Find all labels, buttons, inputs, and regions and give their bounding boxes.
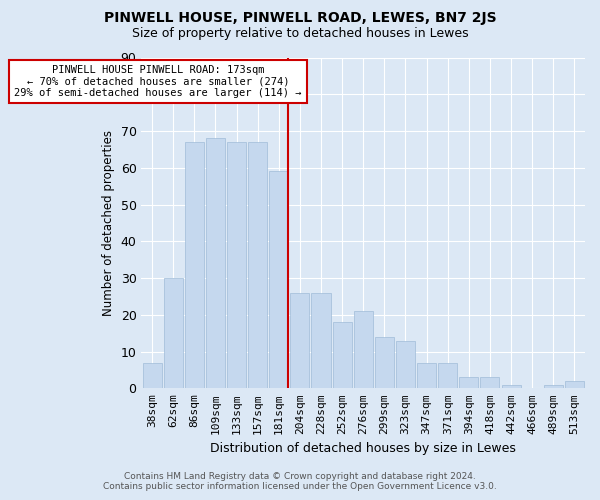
Bar <box>143 362 161 388</box>
Bar <box>438 362 457 388</box>
Text: Contains HM Land Registry data © Crown copyright and database right 2024.
Contai: Contains HM Land Registry data © Crown c… <box>103 472 497 491</box>
Bar <box>185 142 204 388</box>
Text: PINWELL HOUSE, PINWELL ROAD, LEWES, BN7 2JS: PINWELL HOUSE, PINWELL ROAD, LEWES, BN7 … <box>104 11 496 25</box>
Bar <box>290 292 310 388</box>
Bar <box>565 381 584 388</box>
Bar <box>164 278 182 388</box>
X-axis label: Distribution of detached houses by size in Lewes: Distribution of detached houses by size … <box>211 442 516 455</box>
Bar <box>544 384 563 388</box>
Bar <box>311 292 331 388</box>
Y-axis label: Number of detached properties: Number of detached properties <box>102 130 115 316</box>
Bar <box>248 142 267 388</box>
Bar <box>417 362 436 388</box>
Text: PINWELL HOUSE PINWELL ROAD: 173sqm
← 70% of detached houses are smaller (274)
29: PINWELL HOUSE PINWELL ROAD: 173sqm ← 70%… <box>14 65 302 98</box>
Bar <box>460 378 478 388</box>
Bar <box>396 340 415 388</box>
Bar <box>354 311 373 388</box>
Bar <box>502 384 521 388</box>
Text: Size of property relative to detached houses in Lewes: Size of property relative to detached ho… <box>131 28 469 40</box>
Bar <box>269 172 288 388</box>
Bar <box>227 142 246 388</box>
Bar <box>206 138 225 388</box>
Bar <box>375 337 394 388</box>
Bar <box>481 378 499 388</box>
Bar <box>332 322 352 388</box>
